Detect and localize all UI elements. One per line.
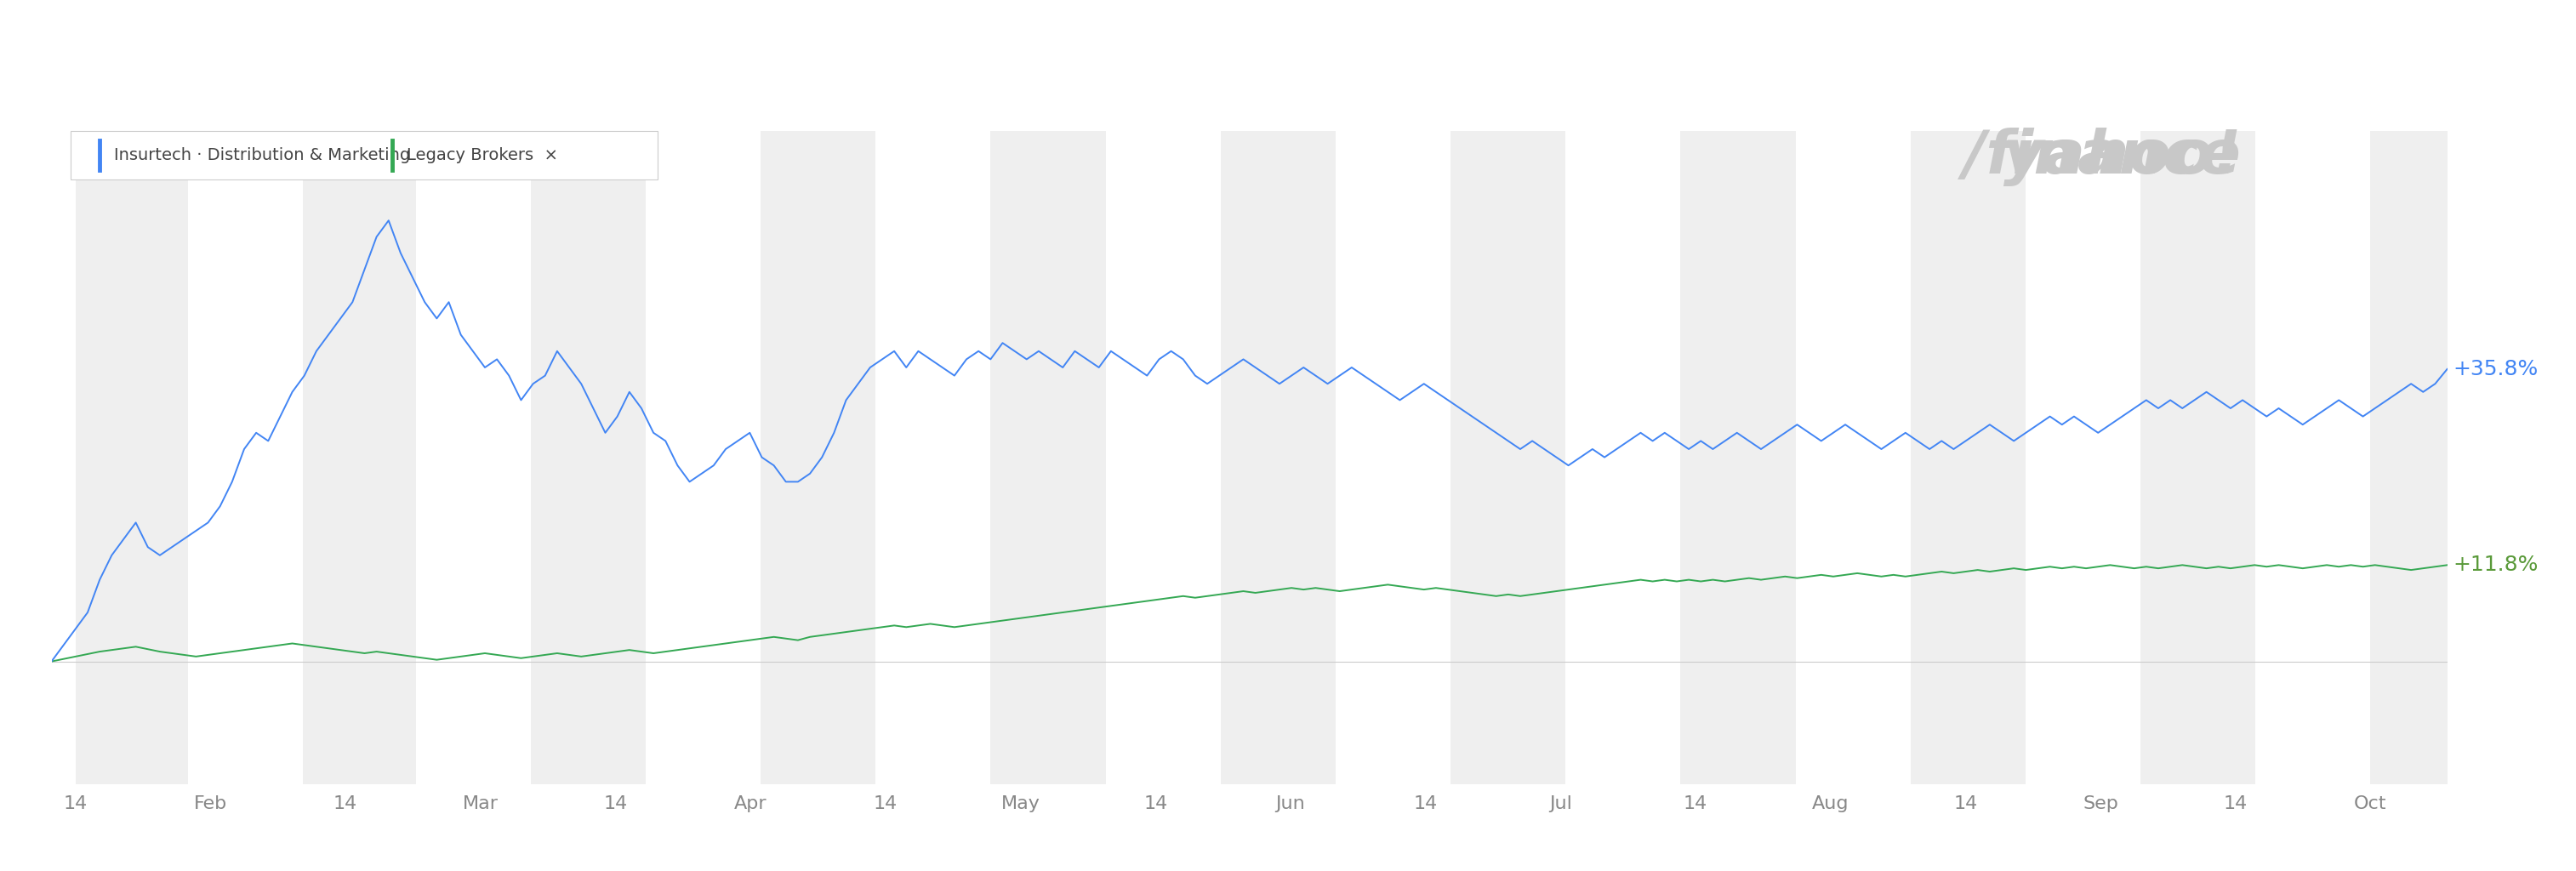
Bar [75, 131, 188, 784]
Text: Legacy Brokers  ×: Legacy Brokers × [407, 147, 559, 163]
Bar [760, 131, 876, 784]
Bar [304, 131, 415, 784]
Text: +11.8%: +11.8% [2452, 555, 2537, 575]
Bar [1911, 131, 2025, 784]
Text: Insurtech · Distribution & Marketing: Insurtech · Distribution & Marketing [113, 147, 410, 163]
FancyBboxPatch shape [70, 131, 657, 179]
Bar [531, 131, 647, 784]
Bar [1450, 131, 1566, 784]
Bar [992, 131, 1105, 784]
Text: /finance: /finance [1793, 127, 2241, 186]
Bar [2370, 131, 2470, 784]
Bar [2141, 131, 2257, 784]
Text: +35.8%: +35.8% [2452, 359, 2537, 379]
Text: yahoo!: yahoo! [2004, 127, 2241, 186]
Bar [1221, 131, 1334, 784]
Bar [1680, 131, 1795, 784]
